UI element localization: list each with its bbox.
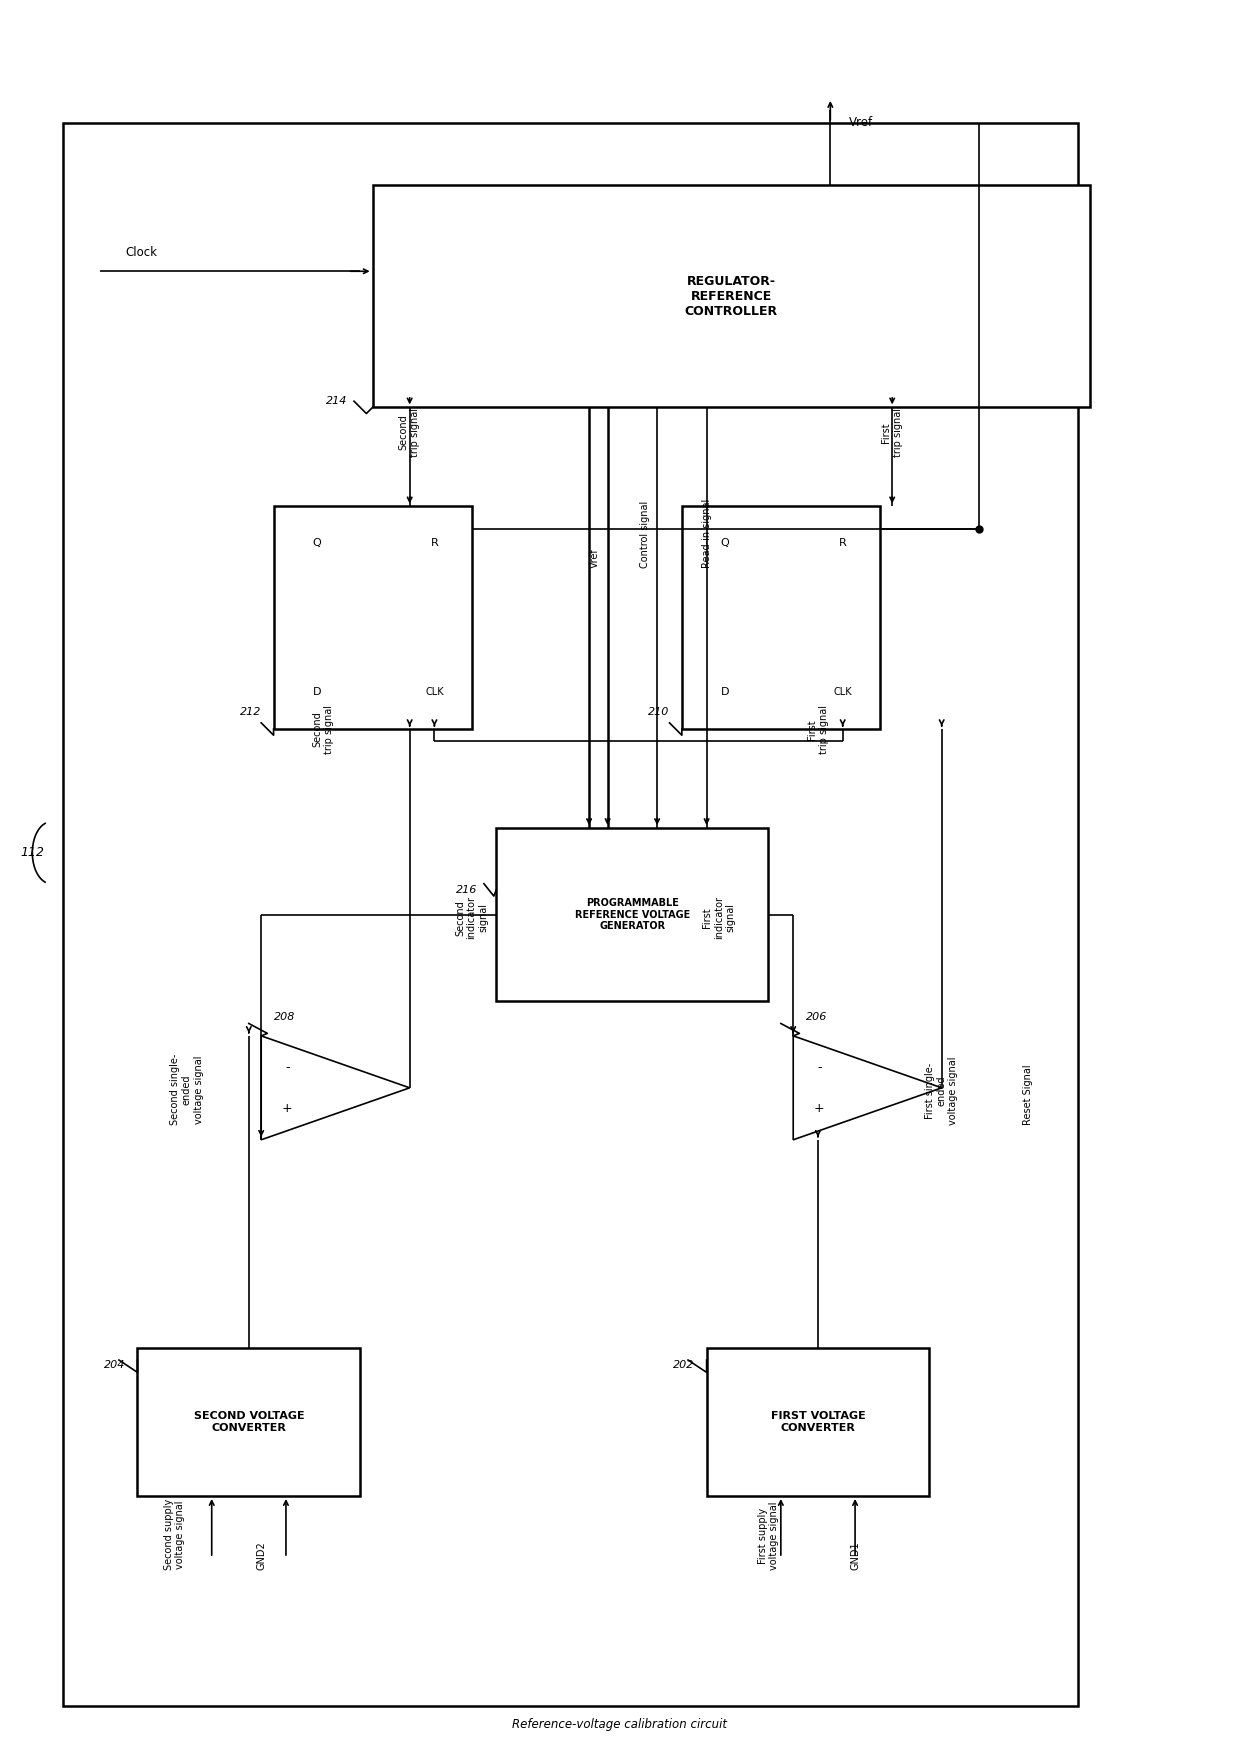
Text: Second supply
voltage signal: Second supply voltage signal [164, 1499, 186, 1571]
Text: 210: 210 [649, 707, 670, 716]
Text: Second
trip signal: Second trip signal [312, 706, 334, 755]
Text: 216: 216 [456, 885, 477, 895]
Text: First supply
voltage signal: First supply voltage signal [758, 1502, 779, 1571]
Bar [496, 828, 769, 1000]
Polygon shape [262, 1035, 409, 1139]
Polygon shape [794, 1035, 941, 1139]
Text: CLK: CLK [833, 686, 852, 697]
Text: 112: 112 [20, 846, 43, 860]
Bar [372, 184, 1090, 407]
Text: -: - [817, 1060, 821, 1074]
Text: 202: 202 [673, 1360, 694, 1371]
Text: REGULATOR-
REFERENCE
CONTROLLER: REGULATOR- REFERENCE CONTROLLER [684, 274, 777, 318]
Bar [63, 123, 1078, 1706]
Text: Q: Q [312, 539, 321, 549]
Text: D: D [312, 686, 321, 697]
Text: R: R [430, 539, 438, 549]
Text: GND2: GND2 [257, 1541, 267, 1571]
Text: Second single-
ended
voltage signal: Second single- ended voltage signal [170, 1053, 203, 1125]
Text: 206: 206 [806, 1013, 827, 1023]
Text: 208: 208 [274, 1013, 295, 1023]
Text: SECOND VOLTAGE
CONVERTER: SECOND VOLTAGE CONVERTER [193, 1411, 304, 1432]
Text: Reset Signal: Reset Signal [1023, 1064, 1033, 1125]
Text: D: D [720, 686, 729, 697]
Text: 212: 212 [239, 707, 262, 716]
Text: Q: Q [720, 539, 729, 549]
Text: First
trip signal: First trip signal [807, 706, 828, 755]
Text: +: + [281, 1102, 293, 1114]
Text: CLK: CLK [425, 686, 444, 697]
Text: 204: 204 [104, 1360, 125, 1371]
Text: +: + [813, 1102, 825, 1114]
Text: -: - [285, 1060, 289, 1074]
Text: First
trip signal: First trip signal [882, 407, 903, 456]
Text: R: R [838, 539, 847, 549]
Bar [274, 507, 471, 728]
Text: Second
trip signal: Second trip signal [399, 407, 420, 456]
Bar [707, 1348, 929, 1495]
Text: PROGRAMMABLE
REFERENCE VOLTAGE
GENERATOR: PROGRAMMABLE REFERENCE VOLTAGE GENERATOR [575, 899, 689, 932]
Text: FIRST VOLTAGE
CONVERTER: FIRST VOLTAGE CONVERTER [770, 1411, 866, 1432]
Text: First single-
ended
voltage signal: First single- ended voltage signal [925, 1057, 959, 1125]
Text: Clock: Clock [125, 246, 157, 260]
Text: 214: 214 [326, 397, 347, 405]
Bar [138, 1348, 360, 1495]
Text: Read-in signal: Read-in signal [702, 498, 712, 569]
Text: First
indicator
signal: First indicator signal [702, 897, 735, 939]
Bar [682, 507, 880, 728]
Text: GND1: GND1 [851, 1541, 861, 1571]
Text: Vref: Vref [849, 116, 873, 130]
Text: Second
indicator
signal: Second indicator signal [455, 897, 489, 939]
Text: Reference-voltage calibration circuit: Reference-voltage calibration circuit [512, 1718, 728, 1732]
Text: Control signal: Control signal [640, 500, 650, 569]
Text: Vref: Vref [590, 549, 600, 569]
